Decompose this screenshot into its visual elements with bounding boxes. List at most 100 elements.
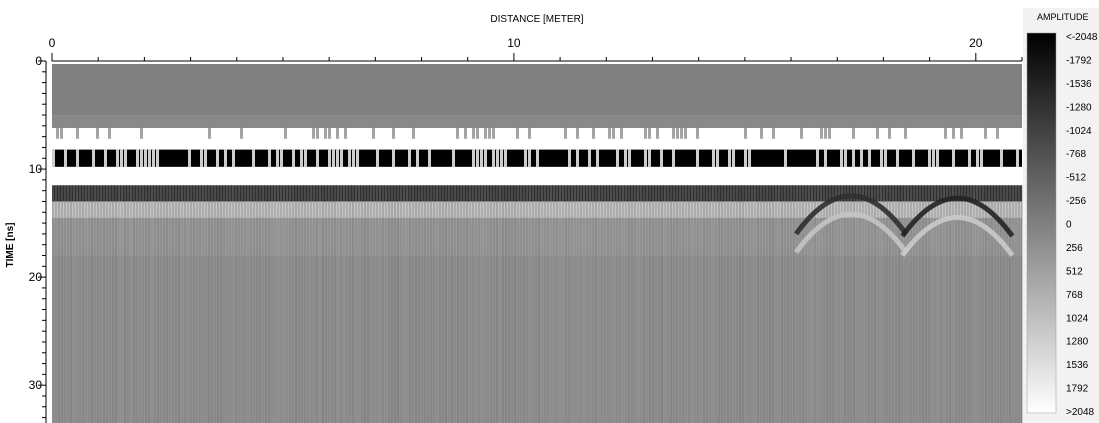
trace	[307, 185, 309, 423]
trace	[574, 185, 576, 423]
trace	[406, 185, 408, 423]
trace	[619, 185, 621, 423]
reflection-speckle	[576, 149, 579, 167]
trace	[967, 185, 969, 423]
trace	[52, 185, 54, 423]
reflection-speckle	[116, 149, 119, 167]
reflection-speckle	[852, 127, 855, 139]
trace	[436, 185, 438, 423]
reflection-speckle	[516, 127, 519, 139]
trace	[565, 185, 567, 423]
legend-label: 512	[1066, 266, 1083, 277]
reflection-speckle	[484, 127, 487, 139]
reflection-speckle	[412, 127, 415, 139]
legend-label: -1280	[1066, 102, 1092, 113]
trace	[76, 185, 78, 423]
trace	[865, 185, 867, 423]
trace	[256, 185, 258, 423]
reflection-speckle	[76, 127, 79, 139]
reflection-speckle	[712, 149, 715, 167]
trace	[349, 185, 351, 423]
reflection-speckle	[300, 149, 303, 167]
reflection-speckle	[824, 149, 827, 167]
trace	[571, 185, 573, 423]
trace	[310, 185, 312, 423]
trace	[289, 185, 291, 423]
trace	[532, 185, 534, 423]
trace	[442, 185, 444, 423]
reflection-speckle	[696, 127, 699, 139]
trace	[265, 185, 267, 423]
trace	[109, 185, 111, 423]
reflection-speckle	[504, 149, 507, 167]
reflection-speckle	[208, 127, 211, 139]
trace	[679, 185, 681, 423]
trace	[751, 185, 753, 423]
reflection-speckle	[528, 149, 531, 167]
trace	[907, 185, 909, 423]
trace	[721, 185, 723, 423]
reflection-speckle	[324, 127, 327, 139]
trace	[118, 185, 120, 423]
trace	[202, 185, 204, 423]
legend-label: >2048	[1066, 407, 1095, 418]
trace	[67, 185, 69, 423]
x-tick-label: 0	[49, 36, 56, 50]
trace	[184, 185, 186, 423]
trace	[220, 185, 222, 423]
trace	[958, 185, 960, 423]
reflection-speckle	[276, 149, 279, 167]
trace	[499, 185, 501, 423]
reflection-speckle	[312, 127, 315, 139]
trace	[562, 185, 564, 423]
trace	[496, 185, 498, 423]
reflection-speckle	[56, 127, 59, 139]
reflection-speckle	[488, 127, 491, 139]
trace	[517, 185, 519, 423]
trace	[391, 185, 393, 423]
y-tick-label: 30	[29, 378, 43, 392]
reflection-speckle	[64, 149, 67, 167]
trace	[238, 185, 240, 423]
trace	[985, 185, 987, 423]
trace	[697, 185, 699, 423]
trace	[703, 185, 705, 423]
reflection-speckle	[472, 149, 475, 167]
trace	[136, 185, 138, 423]
trace	[433, 185, 435, 423]
reflection-speckle	[144, 149, 147, 167]
reflection-speckle	[452, 149, 455, 167]
reflection-speckle	[936, 149, 939, 167]
reflection-speckle	[480, 149, 483, 167]
trace	[700, 185, 702, 423]
reflection-speckle	[952, 149, 955, 167]
trace	[400, 185, 402, 423]
trace	[235, 185, 237, 423]
trace	[64, 185, 66, 423]
reflection-speckle	[588, 149, 591, 167]
trace	[412, 185, 414, 423]
trace	[856, 185, 858, 423]
trace	[1015, 185, 1017, 423]
reflection-speckle	[216, 149, 219, 167]
trace	[514, 185, 516, 423]
trace	[949, 185, 951, 423]
trace	[343, 185, 345, 423]
reflection-speckle	[204, 149, 207, 167]
reflection-speckle	[564, 127, 567, 139]
trace	[550, 185, 552, 423]
trace	[127, 185, 129, 423]
reflection-speckle	[376, 149, 379, 167]
trace	[241, 185, 243, 423]
reflection-speckle	[188, 149, 191, 167]
trace	[790, 185, 792, 423]
trace	[937, 185, 939, 423]
trace	[376, 185, 378, 423]
reflection-speckle	[996, 127, 999, 139]
trace	[490, 185, 492, 423]
trace	[364, 185, 366, 423]
trace	[274, 185, 276, 423]
reflection-speckle	[616, 149, 619, 167]
band-1	[52, 115, 1022, 128]
trace	[580, 185, 582, 423]
